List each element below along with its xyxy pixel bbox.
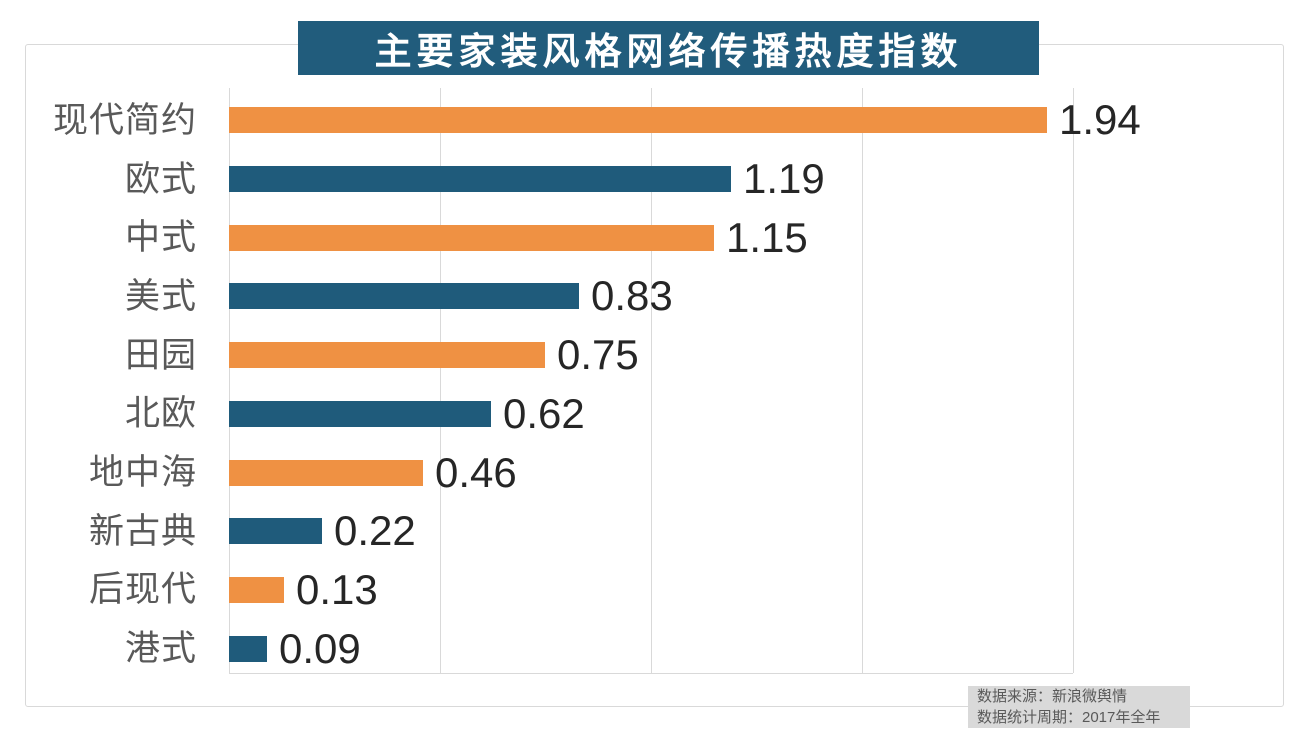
value-label: 0.46 bbox=[435, 449, 517, 496]
bar-3 bbox=[229, 225, 714, 251]
category-label: 欧式 bbox=[124, 160, 197, 199]
value-label: 1.15 bbox=[726, 214, 808, 261]
value-label: 1.94 bbox=[1059, 96, 1141, 143]
value-label: 0.75 bbox=[557, 331, 639, 378]
bar-4 bbox=[229, 283, 579, 309]
bar-9 bbox=[229, 577, 284, 603]
value-label: 0.09 bbox=[279, 625, 361, 672]
data-period-line: 数据统计周期：2017年全年 bbox=[977, 709, 1161, 726]
chart-title: 主要家装风格网络传播热度指数 bbox=[298, 21, 1039, 75]
gridline bbox=[862, 88, 863, 673]
x-axis-line bbox=[229, 673, 1073, 674]
category-label: 中式 bbox=[124, 218, 197, 257]
bar-10 bbox=[229, 636, 267, 662]
bar-1 bbox=[229, 107, 1047, 133]
category-label: 现代简约 bbox=[52, 101, 197, 140]
bar-7 bbox=[229, 460, 423, 486]
data-source-line: 数据来源：新浪微舆情 bbox=[977, 688, 1128, 705]
chart-frame bbox=[25, 44, 1284, 707]
gridline bbox=[229, 88, 230, 673]
value-label: 0.83 bbox=[591, 272, 673, 319]
value-label: 0.22 bbox=[334, 507, 416, 554]
chart-title-text: 主要家装风格网络传播热度指数 bbox=[374, 31, 963, 72]
value-label: 0.13 bbox=[296, 566, 378, 613]
category-label: 新古典 bbox=[88, 512, 197, 551]
data-source-box: 数据来源：新浪微舆情 数据统计周期：2017年全年 bbox=[968, 686, 1190, 728]
value-label: 0.62 bbox=[503, 390, 585, 437]
bar-6 bbox=[229, 401, 491, 427]
gridline bbox=[651, 88, 652, 673]
bar-5 bbox=[229, 342, 545, 368]
category-label: 北欧 bbox=[124, 394, 197, 433]
category-label: 地中海 bbox=[88, 453, 197, 492]
gridline bbox=[440, 88, 441, 673]
gridline bbox=[1073, 88, 1074, 673]
bar-8 bbox=[229, 518, 322, 544]
value-label: 1.19 bbox=[743, 155, 825, 202]
bar-2 bbox=[229, 166, 731, 192]
category-label: 港式 bbox=[124, 629, 197, 668]
category-label: 田园 bbox=[124, 336, 197, 375]
category-label: 美式 bbox=[124, 277, 197, 316]
category-label: 后现代 bbox=[88, 570, 197, 609]
